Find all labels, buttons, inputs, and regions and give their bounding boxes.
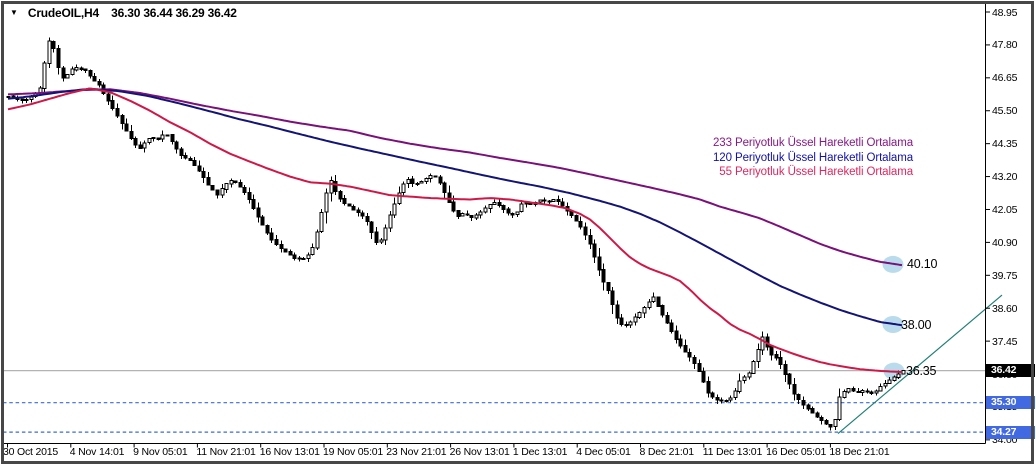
trendline[interactable] xyxy=(837,294,1003,435)
ema-legend-item: 55 Periyotluk Üssel Hareketli Ortalama xyxy=(719,166,913,179)
time-tick-label: 1 Dec 13:01 xyxy=(512,446,568,458)
ema-value-label: 36.35 xyxy=(906,364,937,379)
price-tick-label: 40.90 xyxy=(992,236,1018,249)
time-tick-label: 9 Nov 05:01 xyxy=(133,446,188,458)
time-tick-label: 11 Dec 13:01 xyxy=(702,446,763,458)
time-tick-label: 8 Dec 21:01 xyxy=(639,446,695,458)
time-tick-label: 26 Nov 13:01 xyxy=(449,446,510,458)
level-marker: 34.27 xyxy=(986,425,1035,439)
chart-title: ▼ CrudeOIL,H4 36.30 36.44 36.29 36.42 xyxy=(10,6,237,20)
ema-line-ema-233[interactable] xyxy=(7,88,903,267)
level-marker: 35.30 xyxy=(986,396,1035,410)
price-tick-label: 37.45 xyxy=(992,335,1018,348)
price-tick-label: 45.50 xyxy=(992,105,1018,118)
price-tick-label: 38.60 xyxy=(992,302,1018,315)
ema-legend-item: 120 Periyotluk Üssel Hareketli Ortalama xyxy=(713,151,913,164)
candles-layer xyxy=(6,37,906,431)
price-tick-label: 46.65 xyxy=(992,72,1018,85)
ema-value-label: 40.10 xyxy=(907,257,938,272)
ema-line-ema-120[interactable] xyxy=(7,87,903,327)
time-tick-label: 19 Nov 05:01 xyxy=(323,446,384,458)
price-tick-label: 44.35 xyxy=(992,138,1018,151)
time-tick-label: 16 Nov 13:01 xyxy=(259,446,320,458)
ema-legend: 233 Periyotluk Üssel Hareketli Ortalama 1… xyxy=(713,136,913,180)
time-tick-label: 4 Dec 05:01 xyxy=(576,446,631,458)
time-tick-label: 23 Nov 21:01 xyxy=(386,446,447,458)
price-tick-label: 47.80 xyxy=(992,39,1018,52)
symbol-timeframe-label: CrudeOIL,H4 xyxy=(27,6,100,20)
bid-price-marker: 36.42 xyxy=(986,364,1035,378)
ema-value-label: 38.00 xyxy=(901,317,932,332)
time-tick-label: 30 Oct 2015 xyxy=(3,446,59,458)
ema-legend-item: 233 Periyotluk Üssel Hareketli Ortalama xyxy=(713,137,913,149)
symbol-dropdown-icon[interactable]: ▼ xyxy=(10,8,18,17)
price-tick-label: 43.20 xyxy=(992,171,1018,184)
price-tick-label: 48.95 xyxy=(992,6,1018,19)
time-tick-label: 16 Dec 05:01 xyxy=(766,446,827,458)
time-tick-label: 11 Nov 21:01 xyxy=(196,446,256,458)
price-tick-label: 42.05 xyxy=(992,203,1018,216)
price-tick-label: 39.75 xyxy=(992,269,1018,282)
ohlc-values: 36.30 36.44 36.29 36.42 xyxy=(111,6,237,20)
time-tick-label: 18 Dec 21:01 xyxy=(829,446,890,458)
ema-line-ema-55[interactable] xyxy=(7,87,903,373)
time-tick-label: 4 Nov 14:01 xyxy=(69,446,125,458)
